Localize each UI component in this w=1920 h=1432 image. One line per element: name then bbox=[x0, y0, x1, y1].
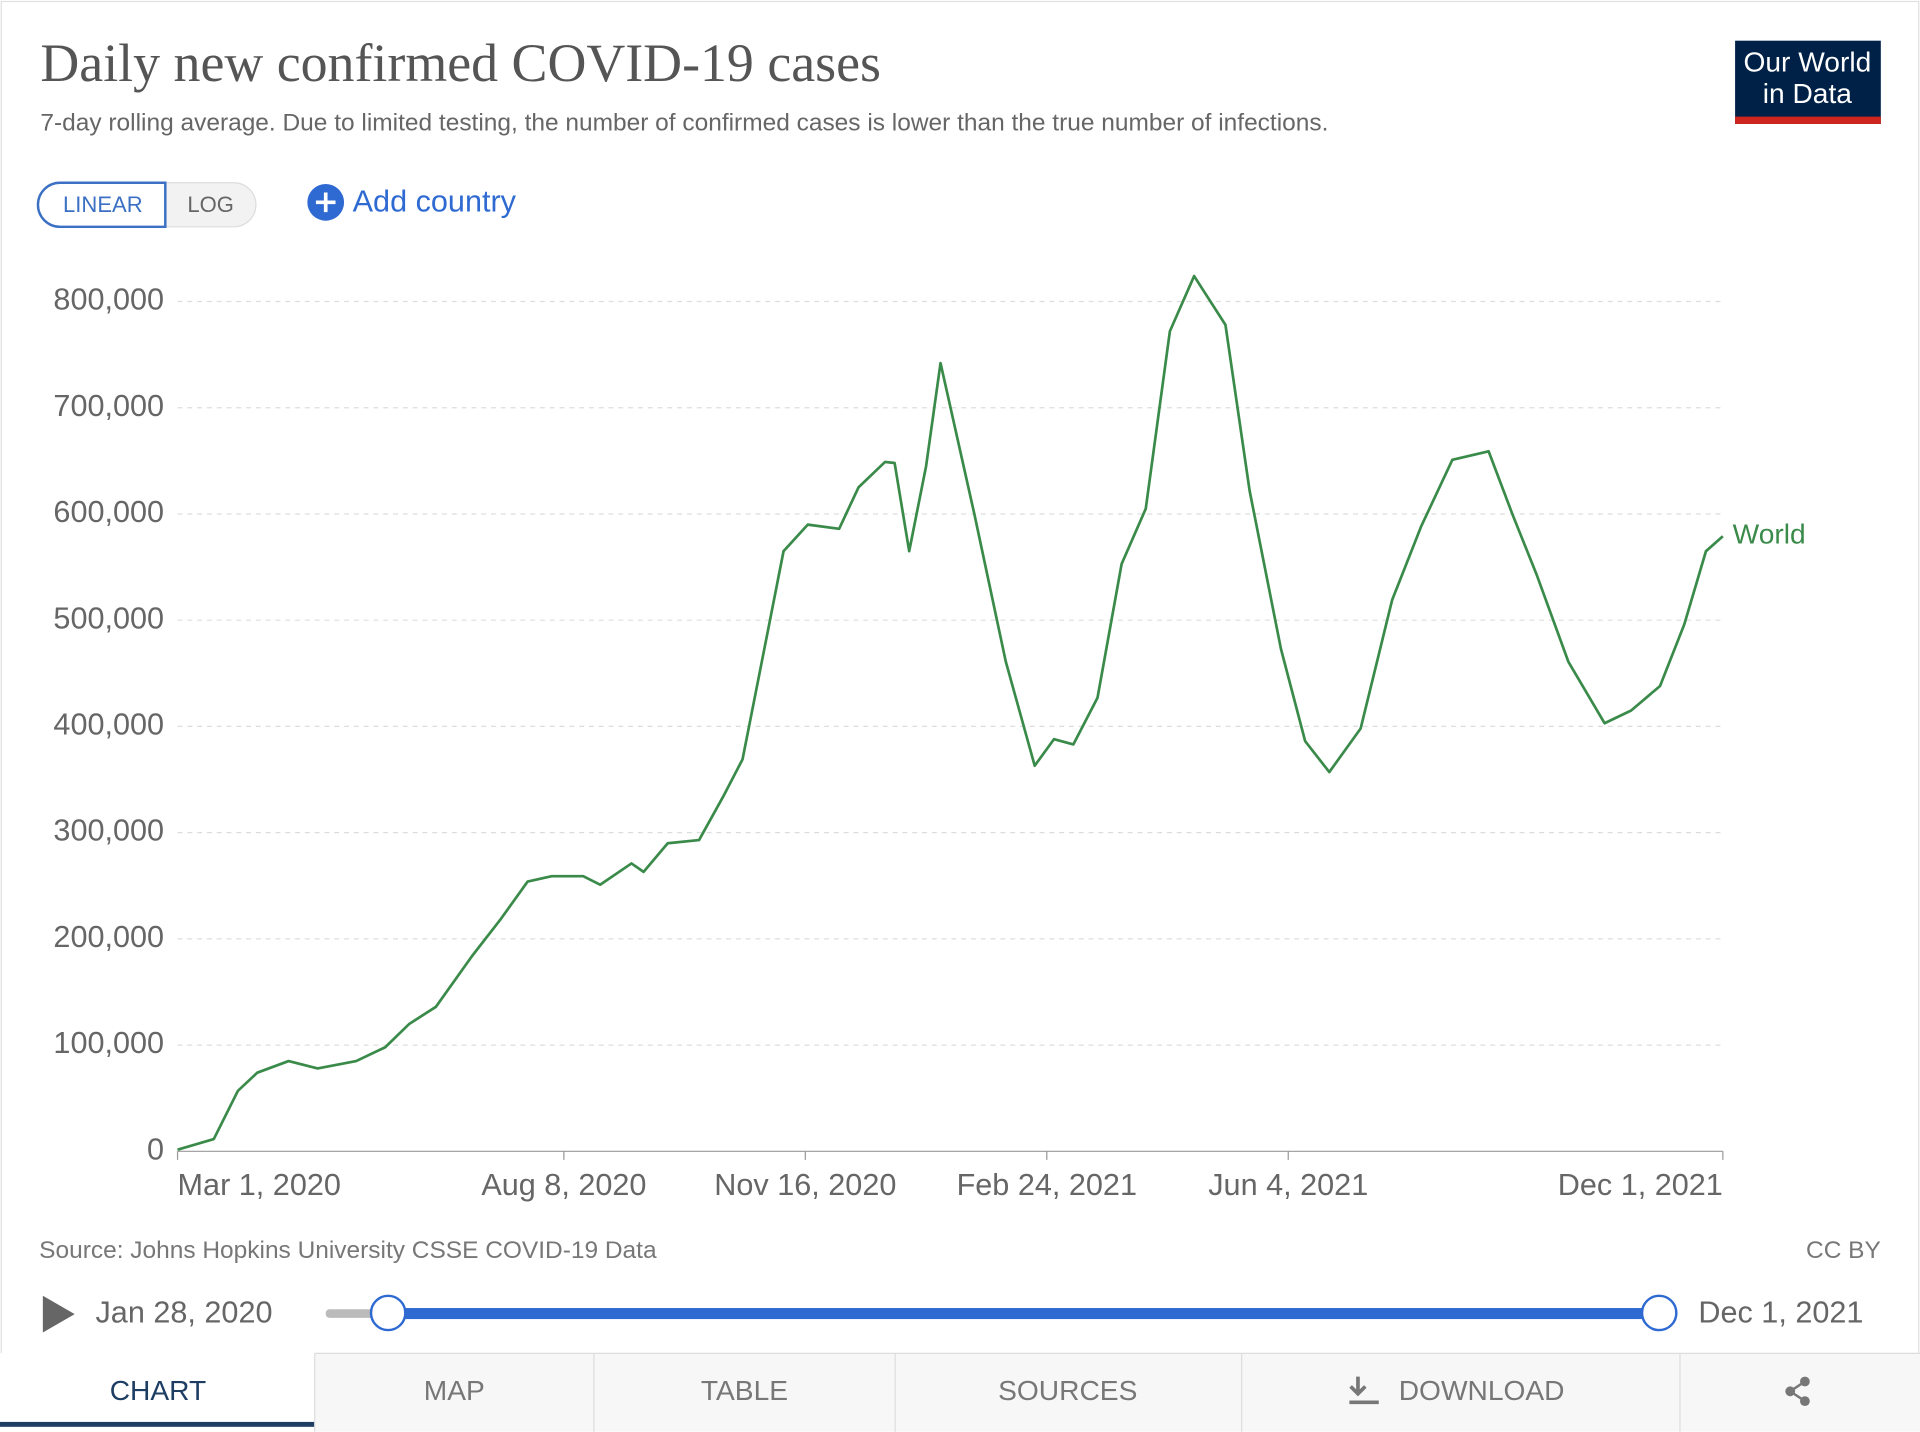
y-tick-label: 0 bbox=[147, 1132, 164, 1166]
play-button[interactable] bbox=[42, 1295, 75, 1333]
y-tick-label: 400,000 bbox=[53, 708, 164, 742]
x-tick-label: Jun 4, 2021 bbox=[1208, 1168, 1368, 1202]
series-line bbox=[177, 274, 1724, 1152]
y-tick-label: 100,000 bbox=[53, 1026, 164, 1060]
x-tick-label: Dec 1, 2021 bbox=[1558, 1168, 1723, 1202]
y-tick-label: 200,000 bbox=[53, 920, 164, 954]
logo[interactable]: Our World in Data bbox=[1735, 40, 1881, 124]
x-tick-label: Feb 24, 2021 bbox=[957, 1168, 1137, 1202]
tab-dividers bbox=[314, 1352, 1920, 1432]
timeline-start: Jan 28, 2020 bbox=[96, 1295, 273, 1329]
series-label: World bbox=[1733, 519, 1806, 550]
timeline-range bbox=[388, 1308, 1660, 1320]
share-icon[interactable] bbox=[1785, 1376, 1810, 1406]
add-plus bbox=[315, 192, 336, 213]
tab[interactable]: TABLE bbox=[701, 1375, 788, 1406]
y-tick-label: 500,000 bbox=[53, 601, 164, 635]
logo-box bbox=[1735, 40, 1881, 124]
add-country-label[interactable]: Add country bbox=[353, 185, 517, 219]
source: Source: Johns Hopkins University CSSE CO… bbox=[39, 1237, 657, 1264]
chart-subtitle: 7-day rolling average. Due to limited te… bbox=[40, 109, 1328, 136]
plot: 0 100,000 200,000 300,000 400,000 500,000 600,… bbox=[53, 274, 1806, 1202]
y-tick-label: 800,000 bbox=[53, 283, 164, 317]
tab-bar: CHART MAP TABLE SOURCES DOWNLOAD bbox=[0, 1352, 1920, 1432]
timeline-end: Dec 1, 2021 bbox=[1698, 1295, 1863, 1329]
tab[interactable]: SOURCES bbox=[998, 1375, 1137, 1406]
chart-title: Daily new confirmed COVID-19 cases bbox=[40, 33, 881, 93]
share-dot bbox=[1800, 1396, 1810, 1406]
license[interactable]: CC BY bbox=[1806, 1237, 1881, 1264]
linear-label[interactable]: LINEAR bbox=[63, 192, 143, 217]
y-tick-label: 600,000 bbox=[53, 495, 164, 529]
y-tick-label: 300,000 bbox=[53, 814, 164, 848]
download-icon bbox=[1349, 1376, 1379, 1405]
tab-bg bbox=[0, 1353, 1920, 1432]
timeline-handle[interactable] bbox=[369, 1294, 407, 1332]
linear-button[interactable] bbox=[36, 181, 167, 229]
y-tick-label: 700,000 bbox=[53, 389, 164, 423]
share-dot bbox=[1800, 1376, 1810, 1387]
tab[interactable]: MAP bbox=[424, 1375, 485, 1406]
log-label[interactable]: LOG bbox=[187, 192, 234, 217]
x-tick-label: Nov 16, 2020 bbox=[714, 1168, 896, 1202]
logo-bar bbox=[1735, 116, 1881, 124]
share-dot bbox=[1785, 1386, 1796, 1397]
tab-underline bbox=[0, 1421, 315, 1427]
scale-toggle: LINEAR LOG bbox=[36, 181, 257, 229]
logo-text: Our World bbox=[1743, 46, 1871, 77]
tab[interactable]: DOWNLOAD bbox=[1399, 1375, 1565, 1406]
x-tick-label: Aug 8, 2020 bbox=[481, 1168, 646, 1202]
x-tick-label: Mar 1, 2020 bbox=[178, 1168, 341, 1202]
timeline-handle[interactable] bbox=[1640, 1294, 1678, 1332]
tab-active-bg bbox=[0, 1353, 315, 1432]
add-country[interactable]: Add country bbox=[307, 183, 517, 221]
logo-text: in Data bbox=[1763, 78, 1853, 109]
tab[interactable]: CHART bbox=[110, 1375, 206, 1406]
timeline: Jan 28, 2020 Dec 1, 2021 bbox=[42, 1294, 1863, 1333]
